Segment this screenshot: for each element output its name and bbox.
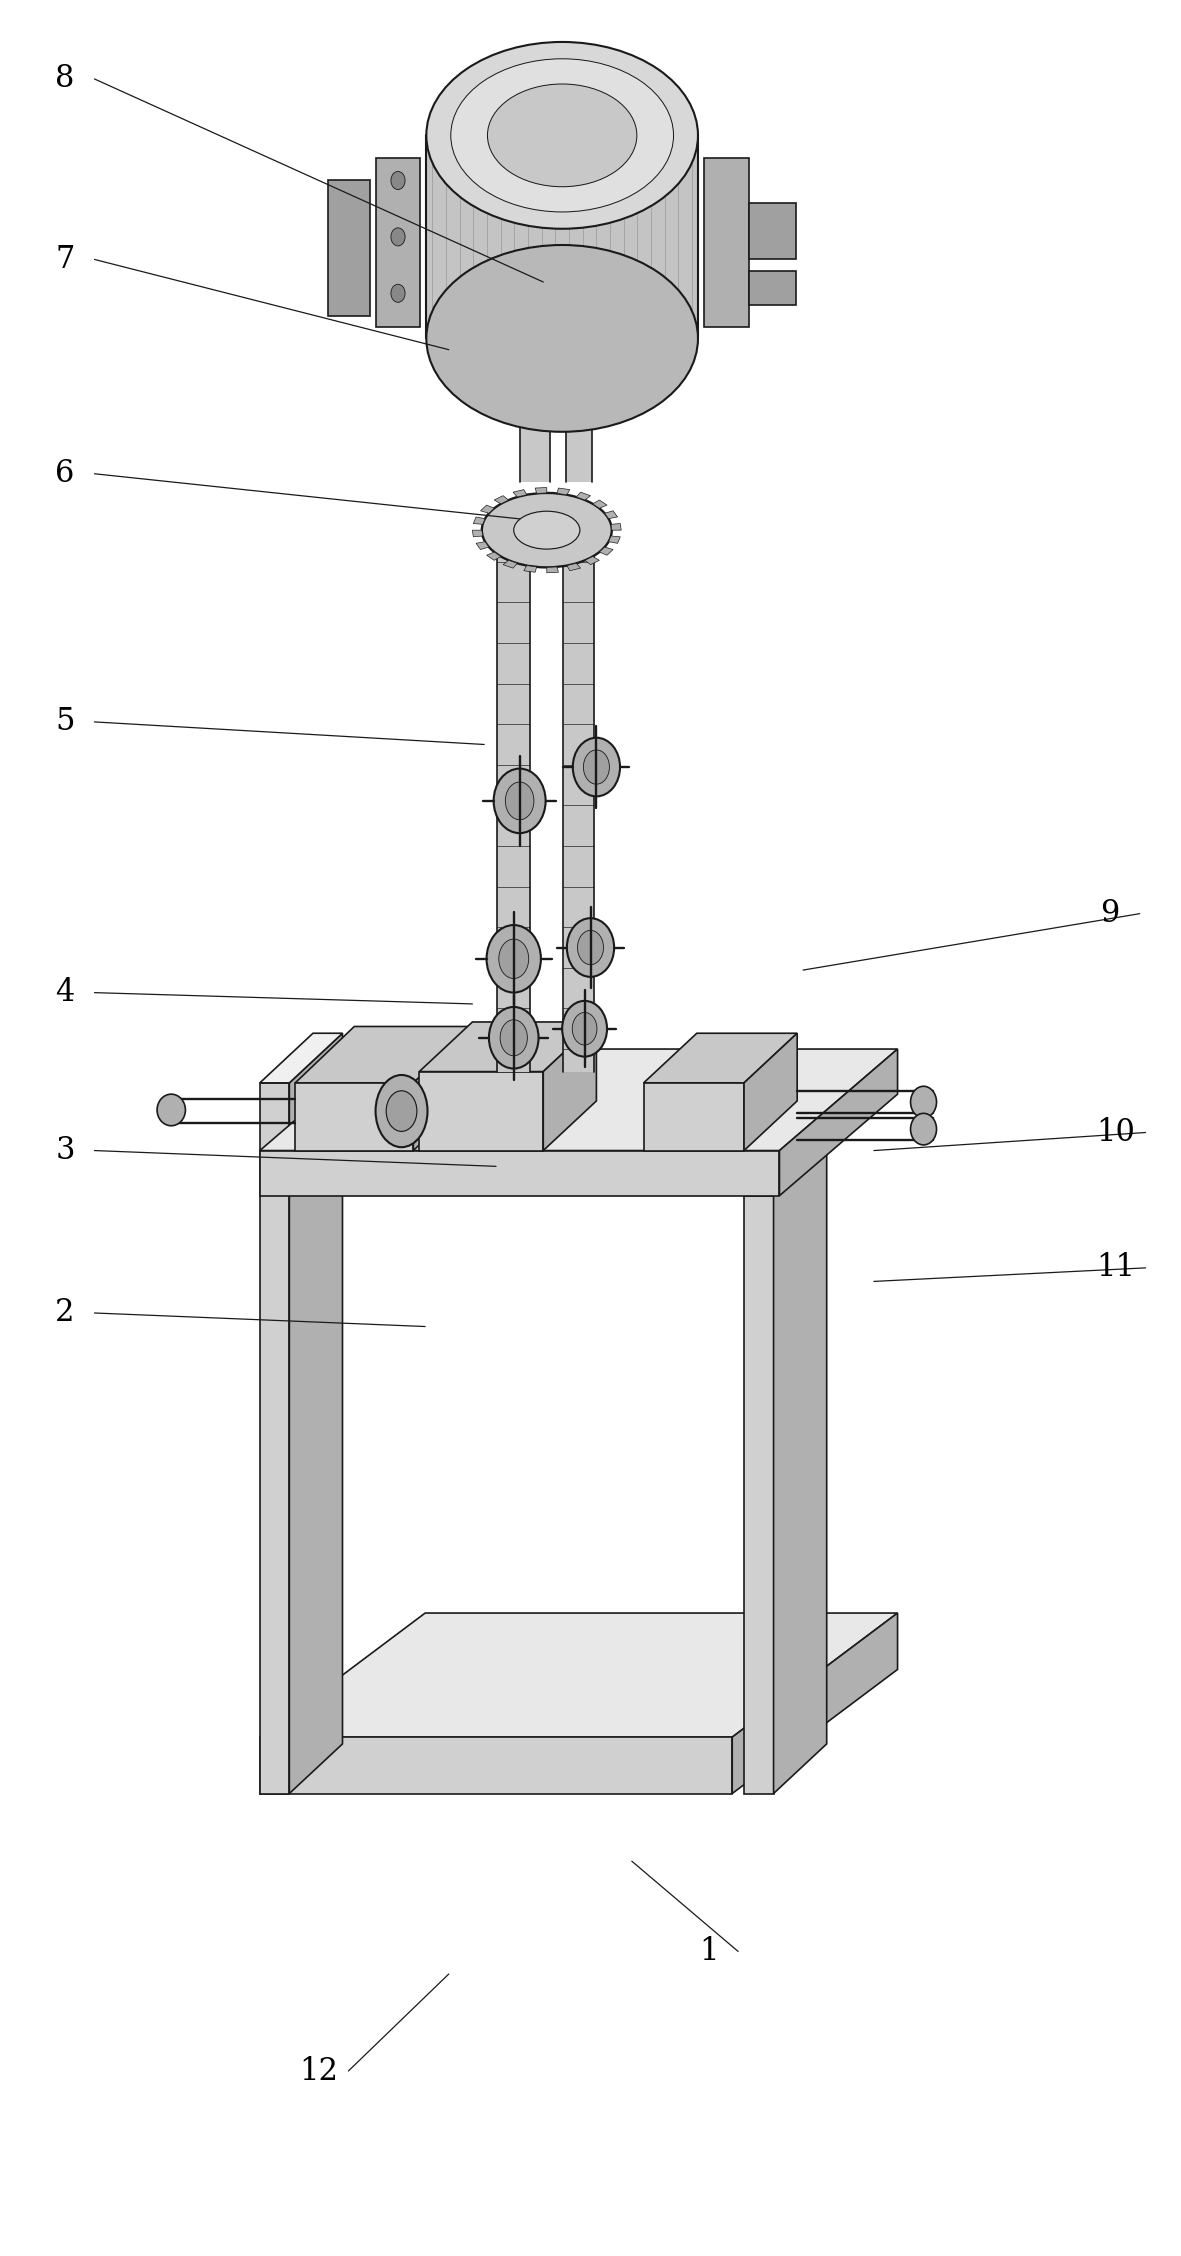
Text: 1: 1: [699, 1936, 718, 1967]
Polygon shape: [704, 158, 749, 327]
Polygon shape: [419, 1022, 596, 1072]
Ellipse shape: [426, 246, 698, 431]
Text: 8: 8: [56, 63, 74, 95]
Text: 2: 2: [56, 1297, 74, 1329]
Ellipse shape: [505, 783, 534, 819]
Ellipse shape: [391, 228, 405, 246]
Polygon shape: [260, 1151, 779, 1196]
Ellipse shape: [498, 938, 529, 979]
Polygon shape: [419, 1072, 543, 1151]
Text: 11: 11: [1096, 1252, 1136, 1284]
Polygon shape: [476, 541, 489, 550]
Polygon shape: [260, 1737, 732, 1794]
Ellipse shape: [157, 1094, 185, 1126]
Polygon shape: [260, 1033, 342, 1083]
Ellipse shape: [386, 1092, 417, 1133]
Text: 12: 12: [299, 2055, 339, 2087]
Polygon shape: [547, 566, 559, 573]
Polygon shape: [567, 564, 581, 571]
Polygon shape: [593, 501, 607, 508]
Polygon shape: [543, 1022, 596, 1151]
Text: 4: 4: [56, 977, 74, 1008]
Ellipse shape: [514, 512, 580, 548]
Polygon shape: [611, 523, 621, 530]
Ellipse shape: [494, 769, 546, 832]
Ellipse shape: [567, 918, 614, 977]
Text: 10: 10: [1097, 1117, 1135, 1148]
Polygon shape: [599, 546, 613, 555]
Polygon shape: [260, 1083, 289, 1794]
Polygon shape: [289, 1033, 342, 1794]
Ellipse shape: [500, 1020, 528, 1056]
Polygon shape: [494, 496, 509, 503]
Text: 5: 5: [56, 706, 74, 738]
Polygon shape: [749, 271, 796, 305]
Polygon shape: [744, 1146, 827, 1196]
Ellipse shape: [482, 494, 612, 569]
Polygon shape: [376, 158, 420, 327]
Polygon shape: [513, 490, 527, 496]
Polygon shape: [605, 510, 618, 519]
Polygon shape: [644, 1083, 744, 1151]
Polygon shape: [535, 487, 547, 494]
Ellipse shape: [573, 1013, 596, 1045]
Ellipse shape: [391, 284, 405, 302]
Text: 7: 7: [56, 244, 74, 275]
Ellipse shape: [911, 1114, 937, 1144]
Polygon shape: [585, 557, 600, 564]
Polygon shape: [774, 1146, 827, 1794]
Polygon shape: [474, 517, 485, 523]
Ellipse shape: [583, 749, 609, 785]
Polygon shape: [328, 180, 370, 316]
Ellipse shape: [451, 59, 673, 212]
Polygon shape: [481, 505, 495, 514]
Polygon shape: [487, 553, 501, 559]
Polygon shape: [260, 1049, 898, 1151]
Ellipse shape: [573, 738, 620, 796]
Polygon shape: [644, 1033, 797, 1083]
Polygon shape: [524, 566, 536, 573]
Polygon shape: [557, 487, 569, 494]
Text: 3: 3: [56, 1135, 74, 1166]
Text: 9: 9: [1101, 898, 1120, 929]
Ellipse shape: [578, 929, 603, 966]
Ellipse shape: [426, 43, 698, 228]
Polygon shape: [295, 1026, 472, 1083]
Polygon shape: [608, 537, 620, 544]
Ellipse shape: [489, 1006, 539, 1069]
Ellipse shape: [911, 1087, 937, 1117]
Ellipse shape: [376, 1076, 428, 1148]
Ellipse shape: [391, 171, 405, 190]
Ellipse shape: [562, 1002, 607, 1056]
Polygon shape: [295, 1083, 413, 1151]
Polygon shape: [732, 1613, 898, 1794]
Polygon shape: [749, 203, 796, 259]
Polygon shape: [472, 530, 483, 537]
Polygon shape: [413, 1026, 472, 1151]
Polygon shape: [260, 1613, 898, 1737]
Ellipse shape: [487, 925, 541, 993]
Polygon shape: [503, 559, 517, 569]
Ellipse shape: [488, 83, 637, 187]
Polygon shape: [576, 492, 590, 501]
Text: 6: 6: [56, 458, 74, 490]
Polygon shape: [744, 1196, 774, 1794]
Polygon shape: [744, 1033, 797, 1151]
Polygon shape: [779, 1049, 898, 1196]
